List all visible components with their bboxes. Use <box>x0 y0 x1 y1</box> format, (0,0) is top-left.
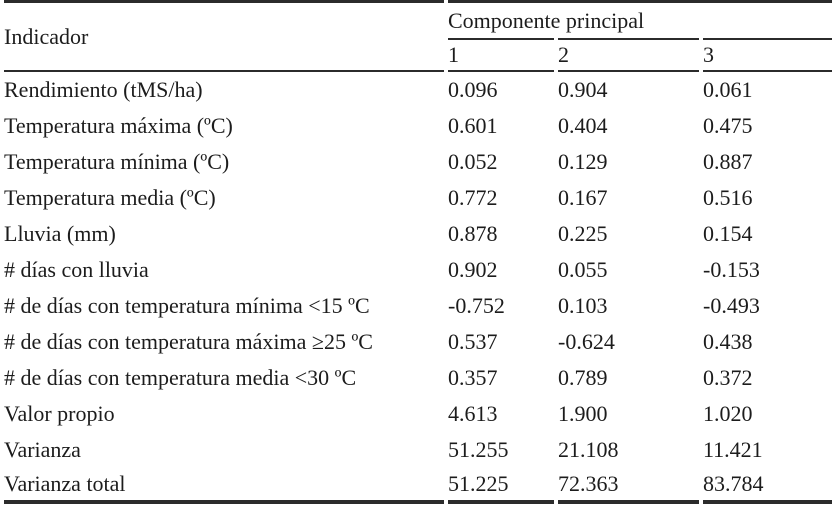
value-cell-component-3: -0.153 <box>703 257 760 282</box>
table-row: Varianza total 51.225 72.363 83.784 <box>4 468 833 504</box>
row-label: Varianza total <box>4 468 444 504</box>
value-cell-component-1: 0.772 <box>448 185 498 210</box>
value-cell-component-3: 0.154 <box>703 221 753 246</box>
value-cell-component-1: 51.255 <box>448 437 509 462</box>
row-label: # días con lluvia <box>4 257 149 282</box>
value-cell-component-3: 0.475 <box>703 113 753 138</box>
table-row: Rendimiento (tMS/ha) 0.096 0.904 0.061 <box>4 72 832 108</box>
value-cell-component-2: 0.129 <box>558 149 608 174</box>
value-cell-component-3: 1.020 <box>703 401 753 426</box>
table-row: # días con lluvia 0.902 0.055 -0.153 <box>4 252 832 288</box>
table-row: # de días con temperatura máxima ≥25 ºC … <box>4 324 832 360</box>
table-row: Temperatura media (ºC) 0.772 0.167 0.516 <box>4 180 832 216</box>
value-cell-component-1: 51.225 <box>448 468 554 504</box>
row-label: Varianza <box>4 437 81 462</box>
row-label: # de días con temperatura máxima ≥25 ºC <box>4 329 373 354</box>
value-cell-component-3: 83.784 <box>703 468 833 504</box>
value-cell-component-2: 0.225 <box>558 221 608 246</box>
header-columns-row: 1 2 3 <box>4 38 833 72</box>
value-cell-component-1: 0.357 <box>448 365 498 390</box>
table-row: Temperatura máxima (ºC) 0.601 0.404 0.47… <box>4 108 832 144</box>
value-cell-component-2: 0.904 <box>558 77 608 102</box>
row-label: Lluvia (mm) <box>4 221 116 246</box>
value-cell-component-3: 0.516 <box>703 185 753 210</box>
value-cell-component-3: 0.061 <box>703 77 753 102</box>
header-group-row: Indicador Componente principal <box>4 0 833 72</box>
table-row: Varianza 51.255 21.108 11.421 <box>4 432 832 468</box>
value-cell-component-2: 0.789 <box>558 365 608 390</box>
value-cell-component-1: 0.878 <box>448 221 498 246</box>
value-cell-component-1: 4.613 <box>448 401 498 426</box>
row-label: # de días con temperatura media <30 ºC <box>4 365 357 390</box>
table-row: # de días con temperatura media <30 ºC 0… <box>4 360 832 396</box>
table-row: Lluvia (mm) 0.878 0.225 0.154 <box>4 216 832 252</box>
value-cell-component-2: 0.055 <box>558 257 608 282</box>
value-cell-component-2: 0.103 <box>558 293 608 318</box>
value-cell-component-1: -0.752 <box>448 293 505 318</box>
table-header: Indicador Componente principal 1 2 3 <box>4 0 833 72</box>
value-cell-component-3: 11.421 <box>703 437 763 462</box>
row-label: Temperatura máxima (ºC) <box>4 113 233 138</box>
table-row: # de días con temperatura mínima <15 ºC … <box>4 288 832 324</box>
row-label: Rendimiento (tMS/ha) <box>4 77 203 102</box>
row-label: Valor propio <box>4 401 115 426</box>
value-cell-component-1: 0.096 <box>448 77 498 102</box>
column-header-3: 3 <box>703 38 833 72</box>
table-row: Temperatura mínima (ºC) 0.052 0.129 0.88… <box>4 144 832 180</box>
value-cell-component-2: 0.404 <box>558 113 608 138</box>
value-cell-component-1: 0.601 <box>448 113 498 138</box>
column-header-1: 1 <box>448 38 554 72</box>
row-label: Temperatura mínima (ºC) <box>4 149 230 174</box>
value-cell-component-2: 1.900 <box>558 401 608 426</box>
indicator-column-header: Indicador <box>4 0 444 72</box>
value-cell-component-1: 0.902 <box>448 257 498 282</box>
value-cell-component-1: 0.537 <box>448 329 498 354</box>
value-cell-component-3: 0.887 <box>703 149 753 174</box>
value-cell-component-2: 72.363 <box>558 468 699 504</box>
value-cell-component-2: 21.108 <box>558 437 619 462</box>
group-header-componente-principal: Componente principal <box>448 0 833 38</box>
row-label: Temperatura media (ºC) <box>4 185 216 210</box>
value-cell-component-1: 0.052 <box>448 149 498 174</box>
column-header-2: 2 <box>558 38 699 72</box>
row-label: # de días con temperatura mínima <15 ºC <box>4 293 370 318</box>
table-body: Rendimiento (tMS/ha) 0.096 0.904 0.061 T… <box>4 72 833 504</box>
value-cell-component-2: 0.167 <box>558 185 608 210</box>
value-cell-component-3: 0.372 <box>703 365 753 390</box>
table-row: Valor propio 4.613 1.900 1.020 <box>4 396 832 432</box>
value-cell-component-3: 0.438 <box>703 329 753 354</box>
pca-loadings-table: Indicador Componente principal 1 2 3 Ren… <box>4 0 833 504</box>
value-cell-component-3: -0.493 <box>703 293 760 318</box>
value-cell-component-2: -0.624 <box>558 329 615 354</box>
